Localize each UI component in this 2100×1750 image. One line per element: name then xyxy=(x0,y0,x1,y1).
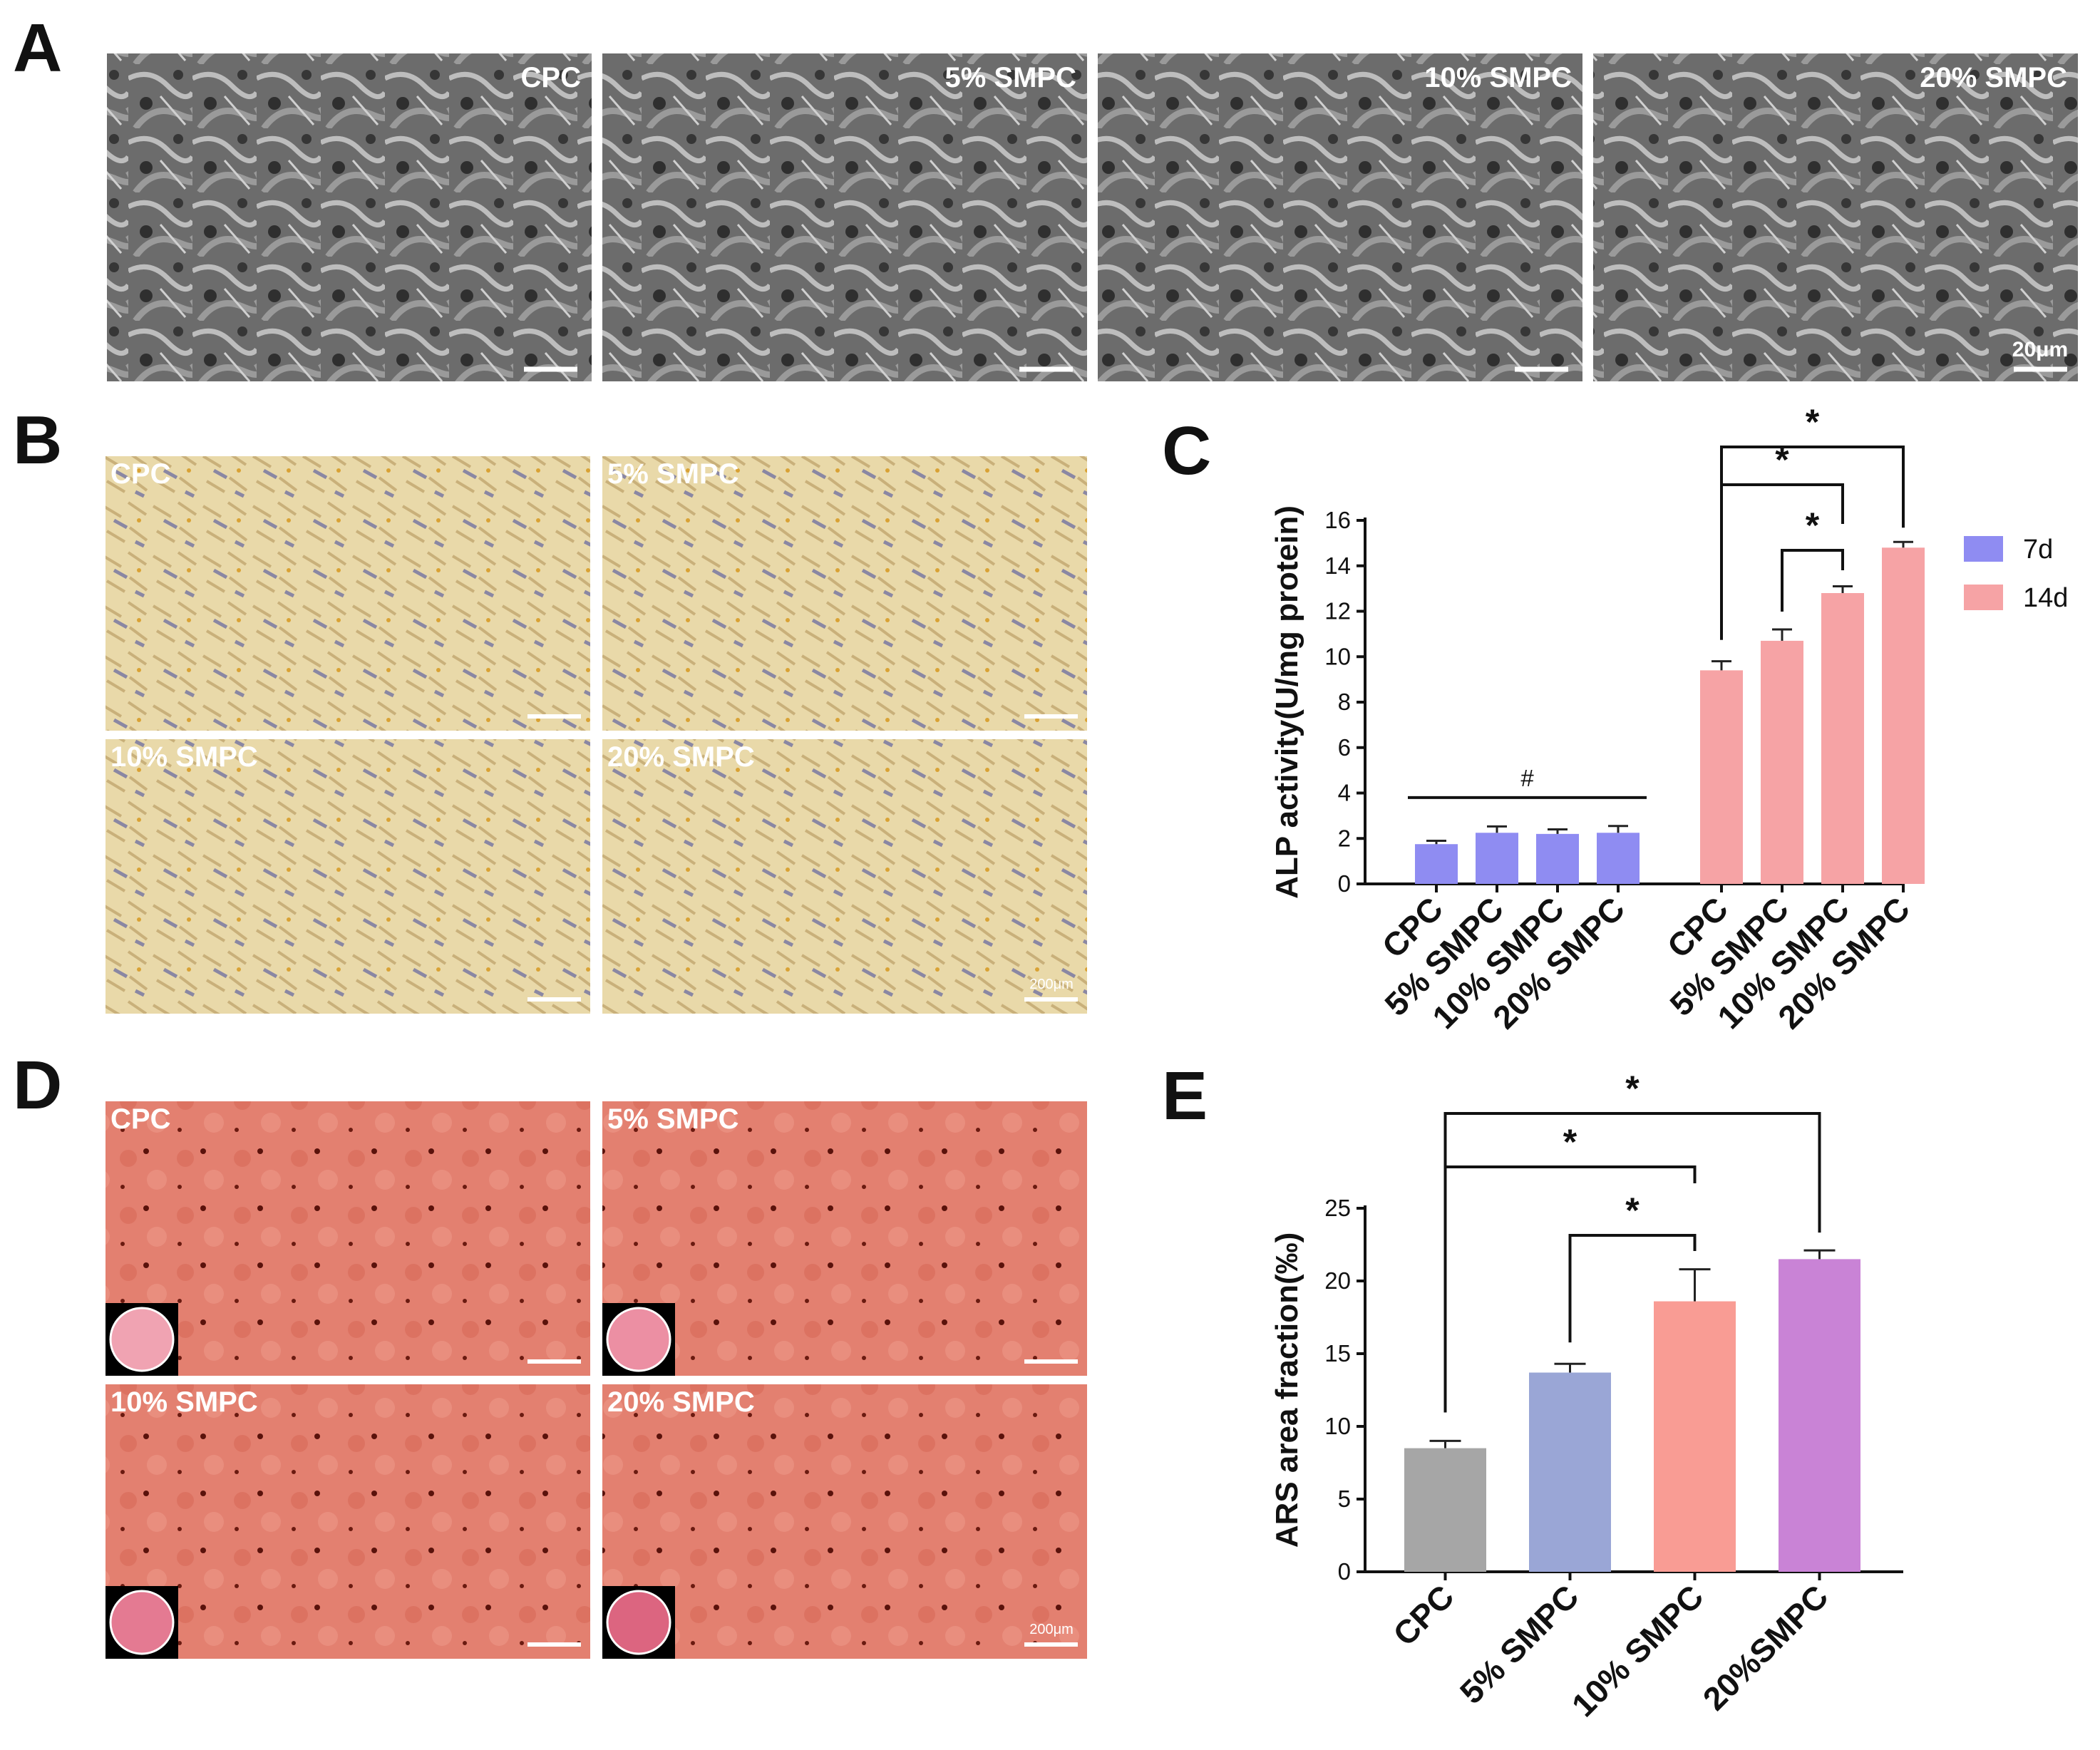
panel-label-c: C xyxy=(1162,413,1211,489)
y-tick-label: 10 xyxy=(1324,643,1351,669)
sem-image-cpc: CPC xyxy=(107,53,592,381)
ars-image-10-smpc: 10% SMPC xyxy=(105,1384,590,1659)
y-tick-label: 0 xyxy=(1338,870,1351,897)
significance-bracket xyxy=(1443,1165,1697,1413)
alp-label-cpc: CPC xyxy=(110,458,170,490)
ars-image-cpc: CPC xyxy=(105,1101,590,1376)
sem-label-cpc: CPC xyxy=(521,62,581,93)
bar xyxy=(1761,640,1803,884)
y-tick-label: 14 xyxy=(1324,552,1351,579)
x-tick-label: 10% SMPC xyxy=(1565,1577,1711,1724)
alp-image-20-smpc: 20% SMPC 200μm xyxy=(602,739,1087,1014)
bar xyxy=(1700,670,1743,884)
panel-label-b: B xyxy=(13,402,62,478)
y-tick-label: 16 xyxy=(1324,507,1351,533)
y-axis-title: ALP activity(U/mg protein) xyxy=(1270,505,1304,899)
ars-stain-grid: CPC 5% SMPC 10% SMPC 20% SMPC 200μm xyxy=(105,1101,1087,1659)
y-tick-label: 5 xyxy=(1338,1486,1351,1512)
significance-bracket xyxy=(1720,483,1844,640)
scale-bar-label: 200μm xyxy=(1029,1622,1074,1637)
bar xyxy=(1476,833,1518,884)
sem-image-20-smpc: 20% SMPC 20μm xyxy=(1593,53,2078,381)
alp-label-5-smpc: 5% SMPC xyxy=(607,458,739,490)
significance-star: * xyxy=(1625,1069,1640,1108)
ars-image-20-smpc: 20% SMPC 200μm xyxy=(602,1384,1087,1659)
alp-label-20-smpc: 20% SMPC xyxy=(607,741,755,773)
sem-label-5-smpc: 5% SMPC xyxy=(945,62,1077,93)
legend-label: 14d xyxy=(2023,583,2068,613)
y-tick-label: 0 xyxy=(1338,1558,1351,1585)
significance-star: * xyxy=(1806,402,1820,442)
significance-star: * xyxy=(1806,505,1820,545)
bar xyxy=(1404,1448,1486,1572)
significance-star: * xyxy=(1625,1190,1640,1230)
significance-star: * xyxy=(1775,440,1789,480)
sem-image-5-smpc: 5% SMPC xyxy=(602,53,1087,381)
well-inset-dish xyxy=(606,1307,671,1372)
x-tick-label: CPC xyxy=(1386,1577,1461,1652)
bar xyxy=(1779,1259,1860,1572)
y-tick-label: 2 xyxy=(1338,825,1351,851)
y-tick-label: 20 xyxy=(1324,1267,1351,1294)
sem-image-10-smpc: 10% SMPC xyxy=(1098,53,1582,381)
panel-label-e: E xyxy=(1162,1058,1208,1134)
alp-image-10-smpc: 10% SMPC xyxy=(105,739,590,1014)
well-inset-dish xyxy=(109,1307,175,1372)
panel-label-d: D xyxy=(13,1047,62,1123)
alp-image-5-smpc: 5% SMPC xyxy=(602,456,1087,731)
legend-swatch xyxy=(1964,585,2003,610)
significance-bracket xyxy=(1781,549,1844,612)
x-tick-label: 5% SMPC xyxy=(1453,1577,1586,1711)
ars-label-10-smpc: 10% SMPC xyxy=(110,1386,258,1418)
ars-image-5-smpc: 5% SMPC xyxy=(602,1101,1087,1376)
sem-label-20-smpc: 20% SMPC xyxy=(1920,62,2067,93)
ars-label-cpc: CPC xyxy=(110,1103,170,1135)
sem-image-row: CPC 5% SMPC 10% SMPC 20% SMPC 20μm xyxy=(107,53,2078,381)
y-tick-label: 10 xyxy=(1324,1413,1351,1439)
significance-mark: # xyxy=(1520,765,1534,791)
y-tick-label: 8 xyxy=(1338,689,1351,715)
significance-bracket xyxy=(1568,1234,1697,1343)
legend-swatch xyxy=(1964,536,2003,562)
bar xyxy=(1536,833,1579,884)
x-tick-label: 20%SMPC xyxy=(1696,1577,1836,1717)
sem-label-10-smpc: 10% SMPC xyxy=(1424,62,1572,93)
scale-bar-label: 200μm xyxy=(1029,977,1074,992)
alp-stain-grid: CPC 5% SMPC 10% SMPC 20% SMPC 200μm xyxy=(105,456,1087,1014)
alp-image-cpc: CPC xyxy=(105,456,590,731)
panel-label-a: A xyxy=(13,10,62,86)
y-tick-label: 6 xyxy=(1338,734,1351,761)
bar xyxy=(1597,833,1640,884)
bar xyxy=(1821,593,1864,884)
well-inset-dish xyxy=(606,1590,671,1655)
scale-bar-label: 20μm xyxy=(2012,338,2068,361)
y-tick-label: 15 xyxy=(1324,1340,1351,1366)
bar xyxy=(1882,547,1925,884)
ars-label-20-smpc: 20% SMPC xyxy=(607,1386,755,1418)
ars-label-5-smpc: 5% SMPC xyxy=(607,1103,739,1135)
alp-label-10-smpc: 10% SMPC xyxy=(110,741,258,773)
y-tick-label: 12 xyxy=(1324,598,1351,624)
well-inset-dish xyxy=(109,1590,175,1655)
bar xyxy=(1415,844,1458,884)
legend-label: 7d xyxy=(2023,535,2053,565)
bar xyxy=(1654,1301,1736,1572)
y-tick-label: 4 xyxy=(1338,780,1351,806)
y-axis-title: ARS area fraction(‰) xyxy=(1270,1232,1304,1548)
significance-star: * xyxy=(1563,1122,1577,1162)
significance-bracket xyxy=(1443,1112,1821,1413)
y-tick-label: 25 xyxy=(1324,1195,1351,1221)
bar xyxy=(1529,1372,1611,1572)
